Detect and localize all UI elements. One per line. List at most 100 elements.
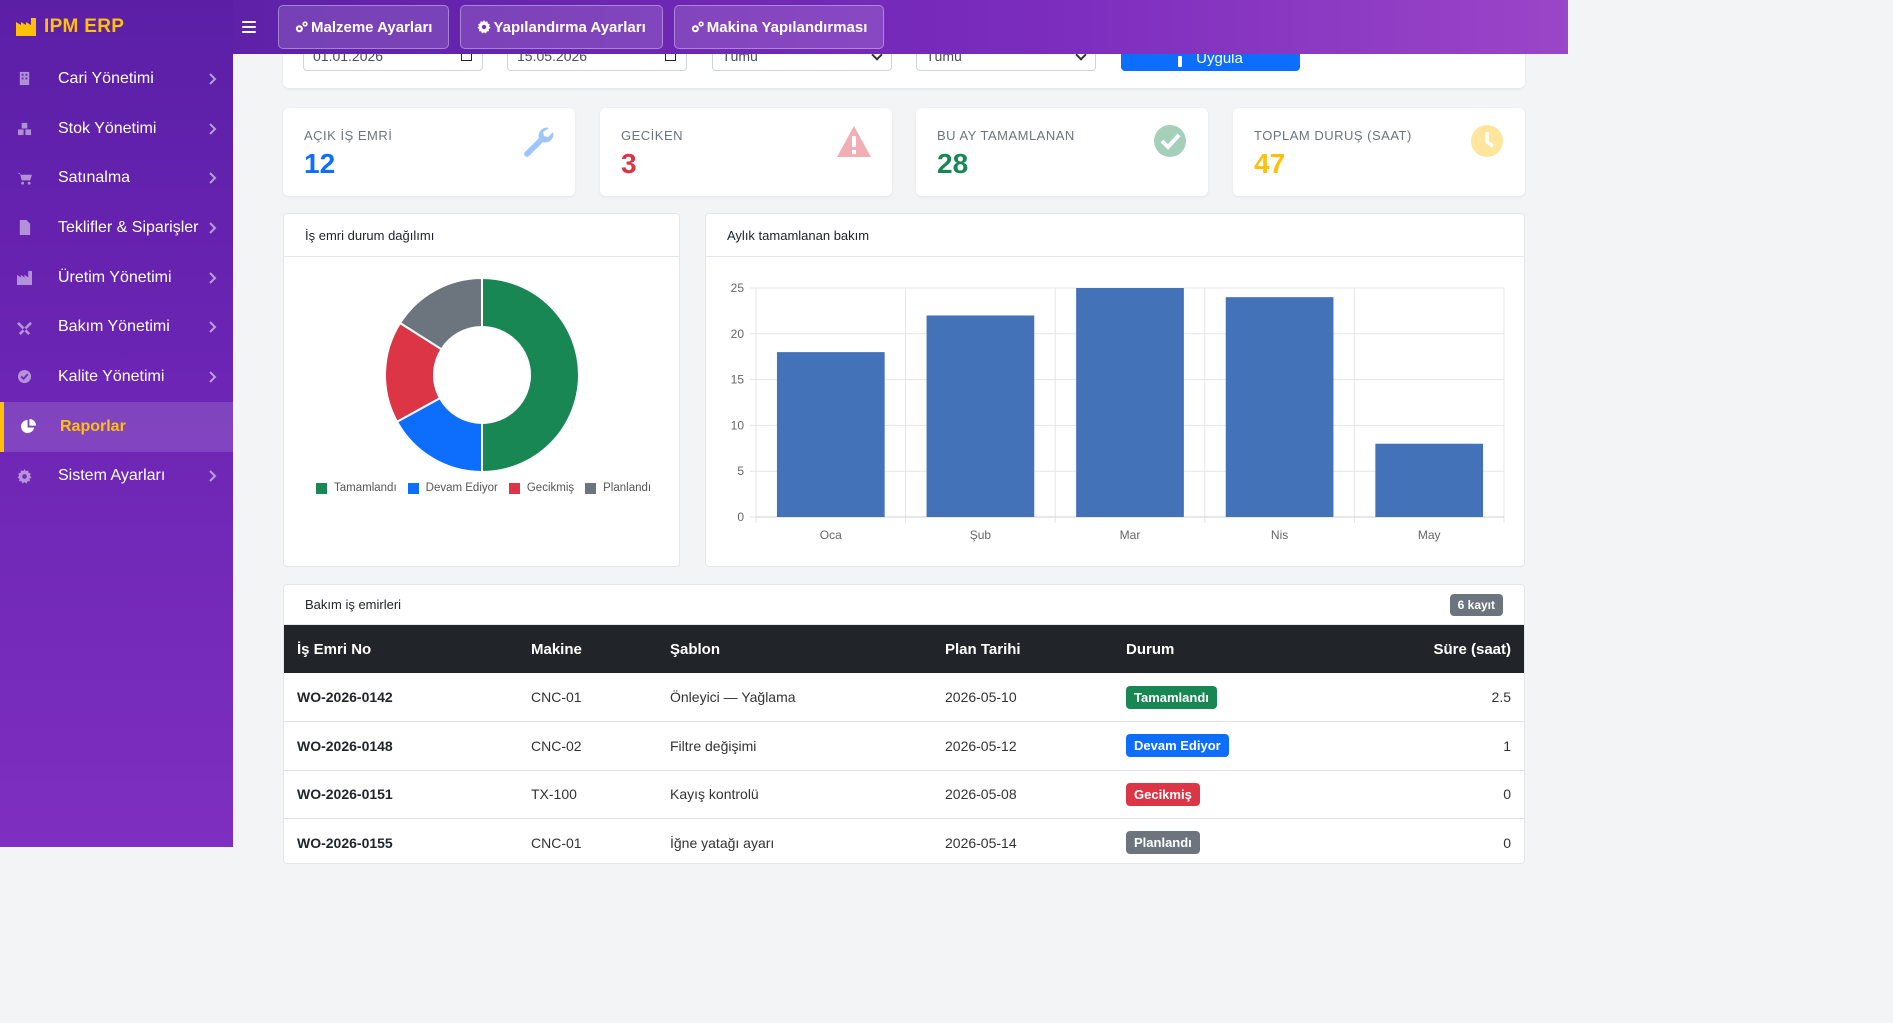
cell-status: Devam Ediyor [1126,721,1338,771]
legend-swatch [508,482,520,494]
cell-work-order-no[interactable]: WO-2026-0148 [284,721,531,771]
col-header-plan-date[interactable]: Plan Tarihi [945,640,1021,658]
materials-settings-button[interactable]: Malzeme Ayarları [278,5,450,49]
pie-chart-icon [20,419,36,435]
chevron-right-icon [209,470,217,483]
machine-configuration-label: Makina Yapılandırması [706,18,868,36]
cell-work-order-no[interactable]: WO-2026-0151 [284,770,531,819]
record-count-badge: 6 kayıt [1449,594,1503,616]
col-header-duration[interactable]: Süre (saat) [1433,640,1511,658]
cell-work-order-no[interactable]: WO-2026-0155 [284,818,531,863]
sidebar-item-stok-y-netimi[interactable]: Stok Yönetimi [0,104,233,154]
cell-duration: 2.5 [1337,673,1524,722]
bar[interactable] [1375,443,1484,517]
sidebar-item-cari-y-netimi[interactable]: Cari Yönetimi [0,54,233,104]
legend-item[interactable]: Planlandı [585,482,651,494]
work-orders-table: İş Emri No Makine Şablon Plan Tarihi Dur… [284,625,1524,863]
cogs-icon [691,21,704,33]
machine-configuration-button[interactable]: Makina Yapılandırması [673,5,885,49]
sidebar-item-bak-m-y-netimi[interactable]: Bakım Yönetimi [0,302,233,352]
y-tick-label: 5 [737,464,744,478]
table-row[interactable]: WO-2026-0142 CNC-01 Önleyici — Yağlama 2026… [284,673,1524,722]
bar[interactable] [1225,297,1334,517]
wrench-icon [524,127,554,157]
stat-total-downtime: TOPLAM DURUŞ (SAAT) 47 [1233,108,1525,196]
status-badge: Gecikmiş [1126,782,1200,806]
bar[interactable] [926,315,1035,517]
col-header-status[interactable]: Durum [1126,640,1175,658]
sidebar-item-label: Cari Yönetimi [58,69,154,87]
cogs-icon [295,21,308,33]
sidebar-item-raporlar[interactable]: Raporlar [0,401,233,452]
legend-item[interactable]: Devam Ediyor [407,482,498,494]
x-tick-label: Şub [970,528,992,542]
cell-duration: 0 [1337,770,1524,819]
stat-label: GECİKEN [621,128,684,143]
table-row[interactable]: WO-2026-0155 CNC-01 İğne yatağı ayarı 2026-… [284,818,1524,863]
tools-icon [16,319,32,335]
y-tick-label: 20 [731,327,745,341]
col-header-machine[interactable]: Makine [531,640,582,658]
stat-value: 3 [621,148,637,179]
panel-title: Aylık tamamlanan bakım [706,214,1524,257]
menu-toggle-icon[interactable] [242,21,256,33]
legend-label: Gecikmiş [526,482,575,494]
status-badge: Planlandı [1126,831,1200,855]
legend-swatch [407,482,419,494]
y-tick-label: 10 [731,418,745,432]
sidebar-item-sistem-ayarlar[interactable]: Sistem Ayarları [0,452,233,502]
bar[interactable] [1076,288,1184,517]
stat-open-work-orders: AÇIK İŞ EMRİ 12 [283,108,575,196]
legend-item[interactable]: Gecikmiş [508,482,575,494]
chevron-right-icon [209,73,217,85]
table-header-bar: Bakım iş emirleri 6 kayıt [284,585,1524,625]
boxes-icon [16,121,32,137]
sidebar-item-label: Kalite Yönetimi [58,367,165,385]
work-orders-panel: Bakım iş emirleri 6 kayıt İş Emri No Mak… [283,584,1525,864]
factory-icon [16,270,32,286]
cell-plan-date: 2026-05-10 [945,673,1126,722]
col-header-no[interactable]: İş Emri No [297,640,372,658]
donut-slice[interactable] [481,276,580,474]
cell-machine: CNC-01 [531,818,670,863]
sidebar-item-retim-y-netimi[interactable]: Üretim Yönetimi [0,253,233,303]
table-row[interactable]: WO-2026-0148 CNC-02 Filtre değişimi 2026-05… [284,721,1524,771]
table-title: Bakım iş emirleri [305,597,402,612]
legend-label: Devam Ediyor [425,482,498,494]
legend-swatch [585,482,597,494]
cell-duration: 1 [1337,721,1524,771]
panel-title: İş emri durum dağılımı [284,214,679,257]
check-circle-icon [1154,125,1186,157]
chevron-right-icon [209,371,217,383]
chevron-right-icon [209,222,217,234]
building-icon [16,71,32,87]
bar[interactable] [776,352,885,517]
sidebar-item-teklifler-sipari-ler[interactable]: Teklifler & Siparişler [0,203,233,253]
brand[interactable]: IPM ERP [0,0,233,54]
donut-slice[interactable] [398,276,483,351]
x-tick-label: May [1418,528,1441,542]
status-badge: Devam Ediyor [1126,734,1229,758]
stat-overdue: GECİKEN 3 [600,108,892,196]
legend-swatch [316,482,327,494]
apply-label: Uygula [1196,50,1243,67]
configuration-settings-label: Yapılandırma Ayarları [493,18,646,36]
table-row[interactable]: WO-2026-0151 TX-100 Kayış kontrolü 2026-05-… [284,770,1524,819]
sidebar-item-kalite-y-netimi[interactable]: Kalite Yönetimi [0,352,233,402]
x-tick-label: Mar [1120,528,1141,542]
gear-icon [477,20,492,34]
check-circle-icon [16,369,32,385]
col-header-template[interactable]: Şablon [670,640,721,658]
warning-icon [837,126,871,157]
sidebar-item-label: Bakım Yönetimi [58,318,170,336]
topbar: Malzeme Ayarları Yapılandırma Ayarları M… [233,0,1568,54]
configuration-settings-button[interactable]: Yapılandırma Ayarları [460,5,663,49]
stat-value: 28 [937,148,969,179]
cell-work-order-no[interactable]: WO-2026-0142 [284,673,531,722]
bar-chart: 0 5 10 15 20 25 Oca Şub Mar Nis May [731,281,1505,542]
x-tick-label: Nis [1271,528,1288,542]
status-distribution-panel: İş emri durum dağılımı Tamamlandı Devam E… [283,213,680,567]
sidebar-item-label: Stok Yönetimi [58,119,157,137]
sidebar-item-sat-nalma[interactable]: Satınalma [0,153,233,203]
legend-item[interactable]: Tamamlandı [316,482,397,494]
